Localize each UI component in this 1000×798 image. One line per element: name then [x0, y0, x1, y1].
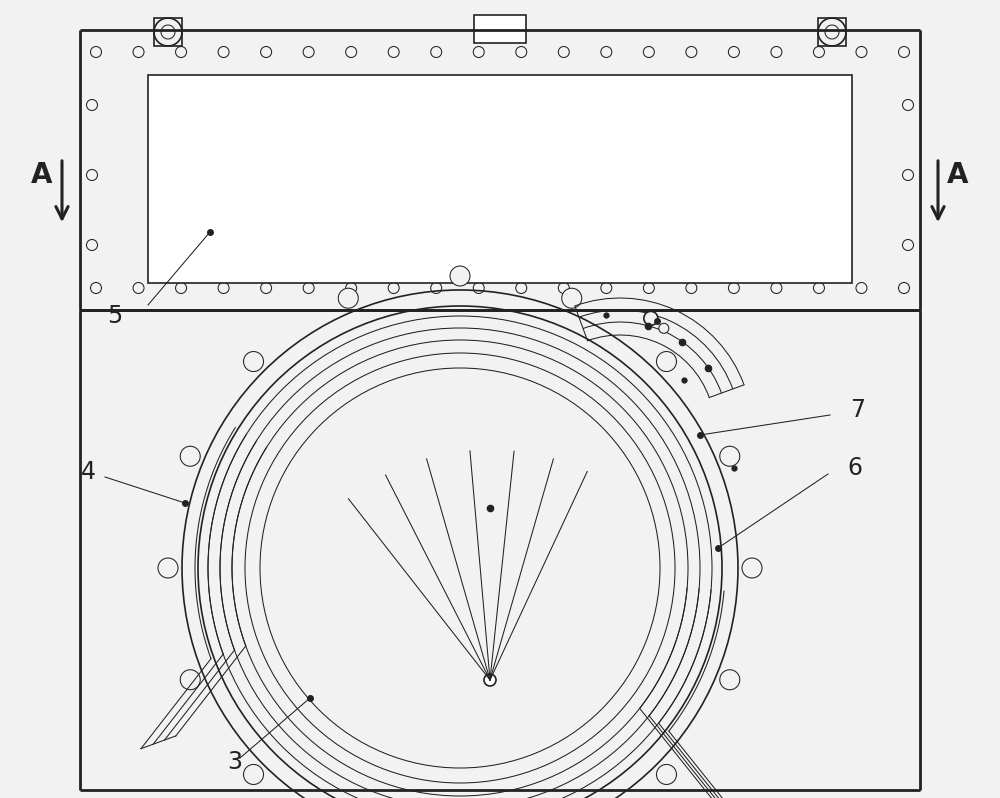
Circle shape — [303, 46, 314, 57]
Circle shape — [133, 46, 144, 57]
Circle shape — [644, 311, 658, 326]
Circle shape — [133, 282, 144, 294]
Circle shape — [244, 764, 264, 784]
Text: A: A — [31, 161, 53, 189]
Circle shape — [686, 46, 697, 57]
Circle shape — [898, 282, 910, 294]
Circle shape — [856, 46, 867, 57]
Circle shape — [643, 282, 654, 294]
Circle shape — [176, 282, 187, 294]
Circle shape — [431, 282, 442, 294]
Circle shape — [902, 169, 914, 180]
Circle shape — [643, 46, 654, 57]
Circle shape — [450, 266, 470, 286]
Text: 6: 6 — [848, 456, 862, 480]
Circle shape — [431, 46, 442, 57]
Circle shape — [87, 100, 98, 110]
Circle shape — [388, 282, 399, 294]
Circle shape — [90, 282, 102, 294]
Bar — [818, 18, 846, 46]
Circle shape — [473, 282, 484, 294]
Circle shape — [261, 46, 272, 57]
Circle shape — [180, 446, 200, 466]
Bar — [474, 15, 526, 43]
Circle shape — [771, 282, 782, 294]
Circle shape — [218, 282, 229, 294]
Text: 4: 4 — [80, 460, 96, 484]
Circle shape — [742, 558, 762, 578]
Circle shape — [484, 674, 496, 686]
Circle shape — [558, 46, 569, 57]
Circle shape — [728, 282, 739, 294]
Text: 3: 3 — [228, 750, 242, 774]
Circle shape — [158, 558, 178, 578]
Circle shape — [601, 282, 612, 294]
Circle shape — [244, 352, 264, 372]
Text: 5: 5 — [107, 304, 123, 328]
Circle shape — [558, 282, 569, 294]
Circle shape — [261, 282, 272, 294]
Circle shape — [338, 288, 358, 308]
Circle shape — [771, 46, 782, 57]
Circle shape — [303, 282, 314, 294]
Circle shape — [516, 282, 527, 294]
Bar — [148, 75, 852, 283]
Circle shape — [87, 169, 98, 180]
Circle shape — [218, 46, 229, 57]
Circle shape — [720, 670, 740, 689]
Circle shape — [656, 764, 676, 784]
Circle shape — [346, 46, 357, 57]
Circle shape — [813, 282, 824, 294]
Circle shape — [856, 282, 867, 294]
Text: 7: 7 — [850, 398, 866, 422]
Circle shape — [813, 46, 824, 57]
Circle shape — [87, 239, 98, 251]
Circle shape — [473, 46, 484, 57]
Circle shape — [346, 282, 357, 294]
Circle shape — [728, 46, 739, 57]
Circle shape — [176, 46, 187, 57]
Circle shape — [180, 670, 200, 689]
Circle shape — [898, 46, 910, 57]
Circle shape — [656, 352, 676, 372]
Circle shape — [388, 46, 399, 57]
Circle shape — [601, 46, 612, 57]
Circle shape — [902, 239, 914, 251]
Circle shape — [902, 100, 914, 110]
Circle shape — [562, 288, 582, 308]
Circle shape — [720, 446, 740, 466]
Bar — [154, 18, 182, 46]
Circle shape — [516, 46, 527, 57]
Text: A: A — [947, 161, 969, 189]
Circle shape — [659, 323, 669, 334]
Circle shape — [90, 46, 102, 57]
Circle shape — [686, 282, 697, 294]
